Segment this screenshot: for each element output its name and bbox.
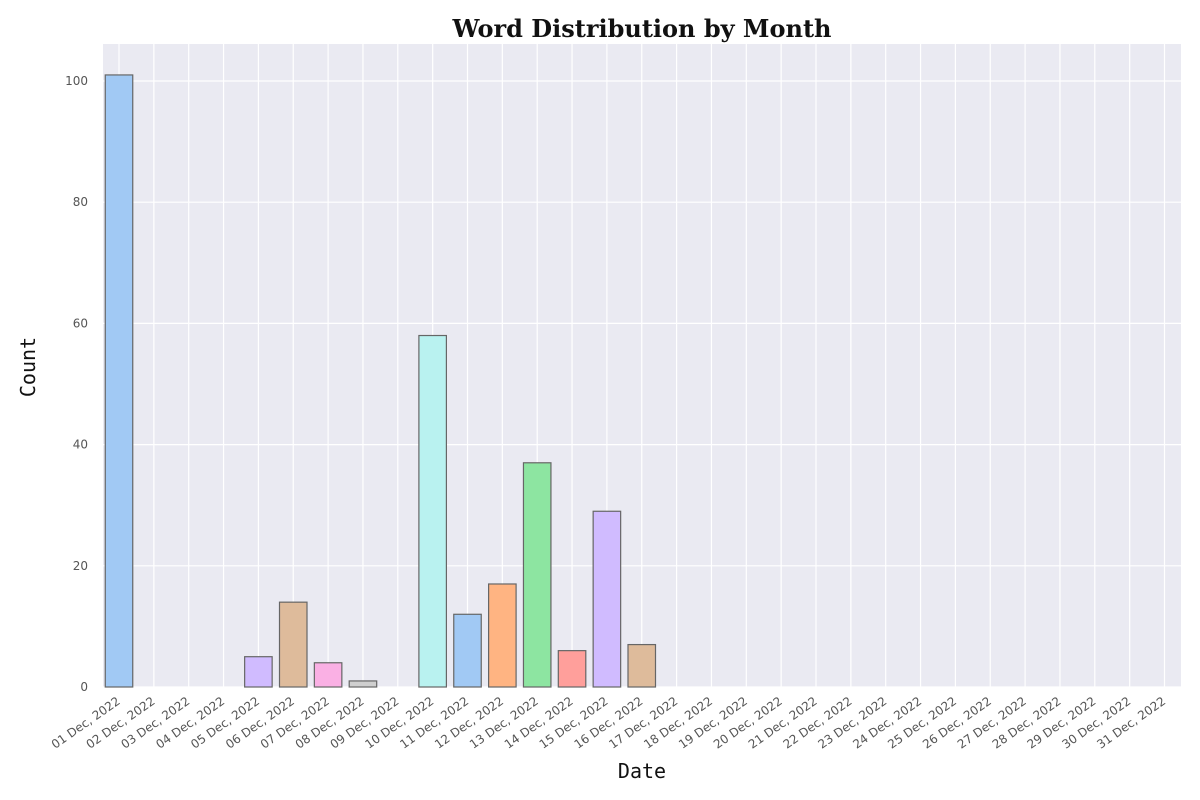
bar [592, 510, 622, 688]
x-axis-label: Date [618, 759, 666, 783]
bar [244, 656, 273, 688]
y-tick-labels: 0 20 40 60 80 100 [65, 74, 88, 694]
bar [627, 643, 657, 688]
y-tick-label: 0 [80, 680, 88, 694]
bar [557, 650, 587, 688]
bar [453, 613, 482, 688]
bar [278, 601, 308, 688]
bar [348, 680, 378, 688]
bars [104, 74, 657, 688]
bar [488, 583, 517, 688]
y-tick-label: 100 [65, 74, 88, 88]
bar [418, 334, 447, 688]
bar [313, 662, 343, 688]
chart-title: Word Distribution by Month [452, 14, 832, 43]
y-axis-label: Count [16, 337, 40, 397]
y-tick-label: 80 [73, 195, 88, 209]
bar [104, 74, 134, 688]
grid [103, 44, 1181, 688]
y-tick-label: 20 [73, 559, 88, 573]
y-tick-label: 40 [73, 438, 88, 452]
bar [522, 462, 552, 688]
y-tick-label: 60 [73, 316, 88, 330]
